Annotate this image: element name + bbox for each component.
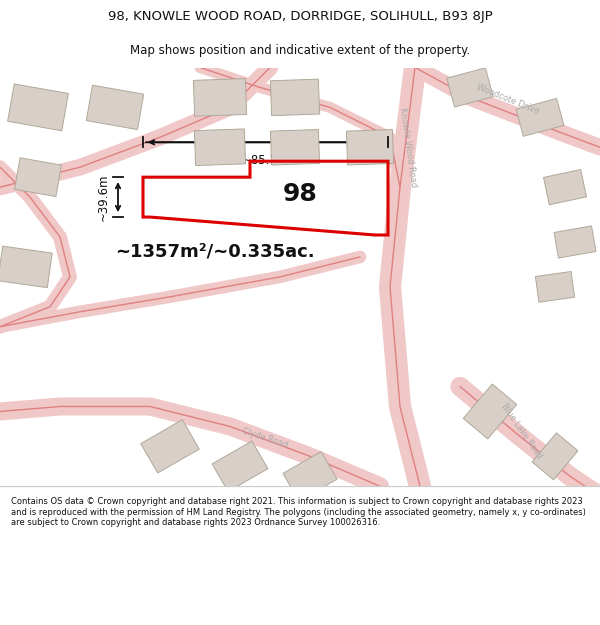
- Polygon shape: [193, 79, 247, 116]
- Polygon shape: [8, 84, 68, 131]
- Polygon shape: [535, 271, 575, 302]
- Text: Woodcote Drive: Woodcote Drive: [475, 82, 541, 116]
- Polygon shape: [447, 68, 493, 107]
- Polygon shape: [271, 79, 320, 116]
- Text: 98: 98: [283, 182, 317, 206]
- Text: Knowle Wood Road: Knowle Wood Road: [398, 107, 418, 188]
- Polygon shape: [0, 246, 52, 288]
- Polygon shape: [346, 129, 394, 165]
- Polygon shape: [554, 226, 596, 258]
- Polygon shape: [212, 441, 268, 492]
- Polygon shape: [516, 99, 564, 136]
- Polygon shape: [271, 129, 320, 165]
- Text: Map shows position and indicative extent of the property.: Map shows position and indicative extent…: [130, 44, 470, 57]
- Text: Clyde Road: Clyde Road: [241, 427, 289, 450]
- Text: ~85.1m: ~85.1m: [242, 154, 289, 168]
- Polygon shape: [532, 433, 578, 480]
- Polygon shape: [86, 85, 144, 129]
- Text: ~39.6m: ~39.6m: [97, 173, 110, 221]
- Text: ~1357m²/~0.335ac.: ~1357m²/~0.335ac.: [115, 243, 315, 261]
- Polygon shape: [544, 169, 586, 205]
- Polygon shape: [14, 158, 61, 196]
- Polygon shape: [194, 129, 245, 166]
- Polygon shape: [141, 420, 199, 473]
- Text: 98, KNOWLE WOOD ROAD, DORRIDGE, SOLIHULL, B93 8JP: 98, KNOWLE WOOD ROAD, DORRIDGE, SOLIHULL…: [107, 11, 493, 23]
- Polygon shape: [463, 384, 517, 439]
- Text: Contains OS data © Crown copyright and database right 2021. This information is : Contains OS data © Crown copyright and d…: [11, 498, 586, 527]
- Text: Blue Lake Road: Blue Lake Road: [500, 402, 544, 461]
- Polygon shape: [283, 451, 337, 501]
